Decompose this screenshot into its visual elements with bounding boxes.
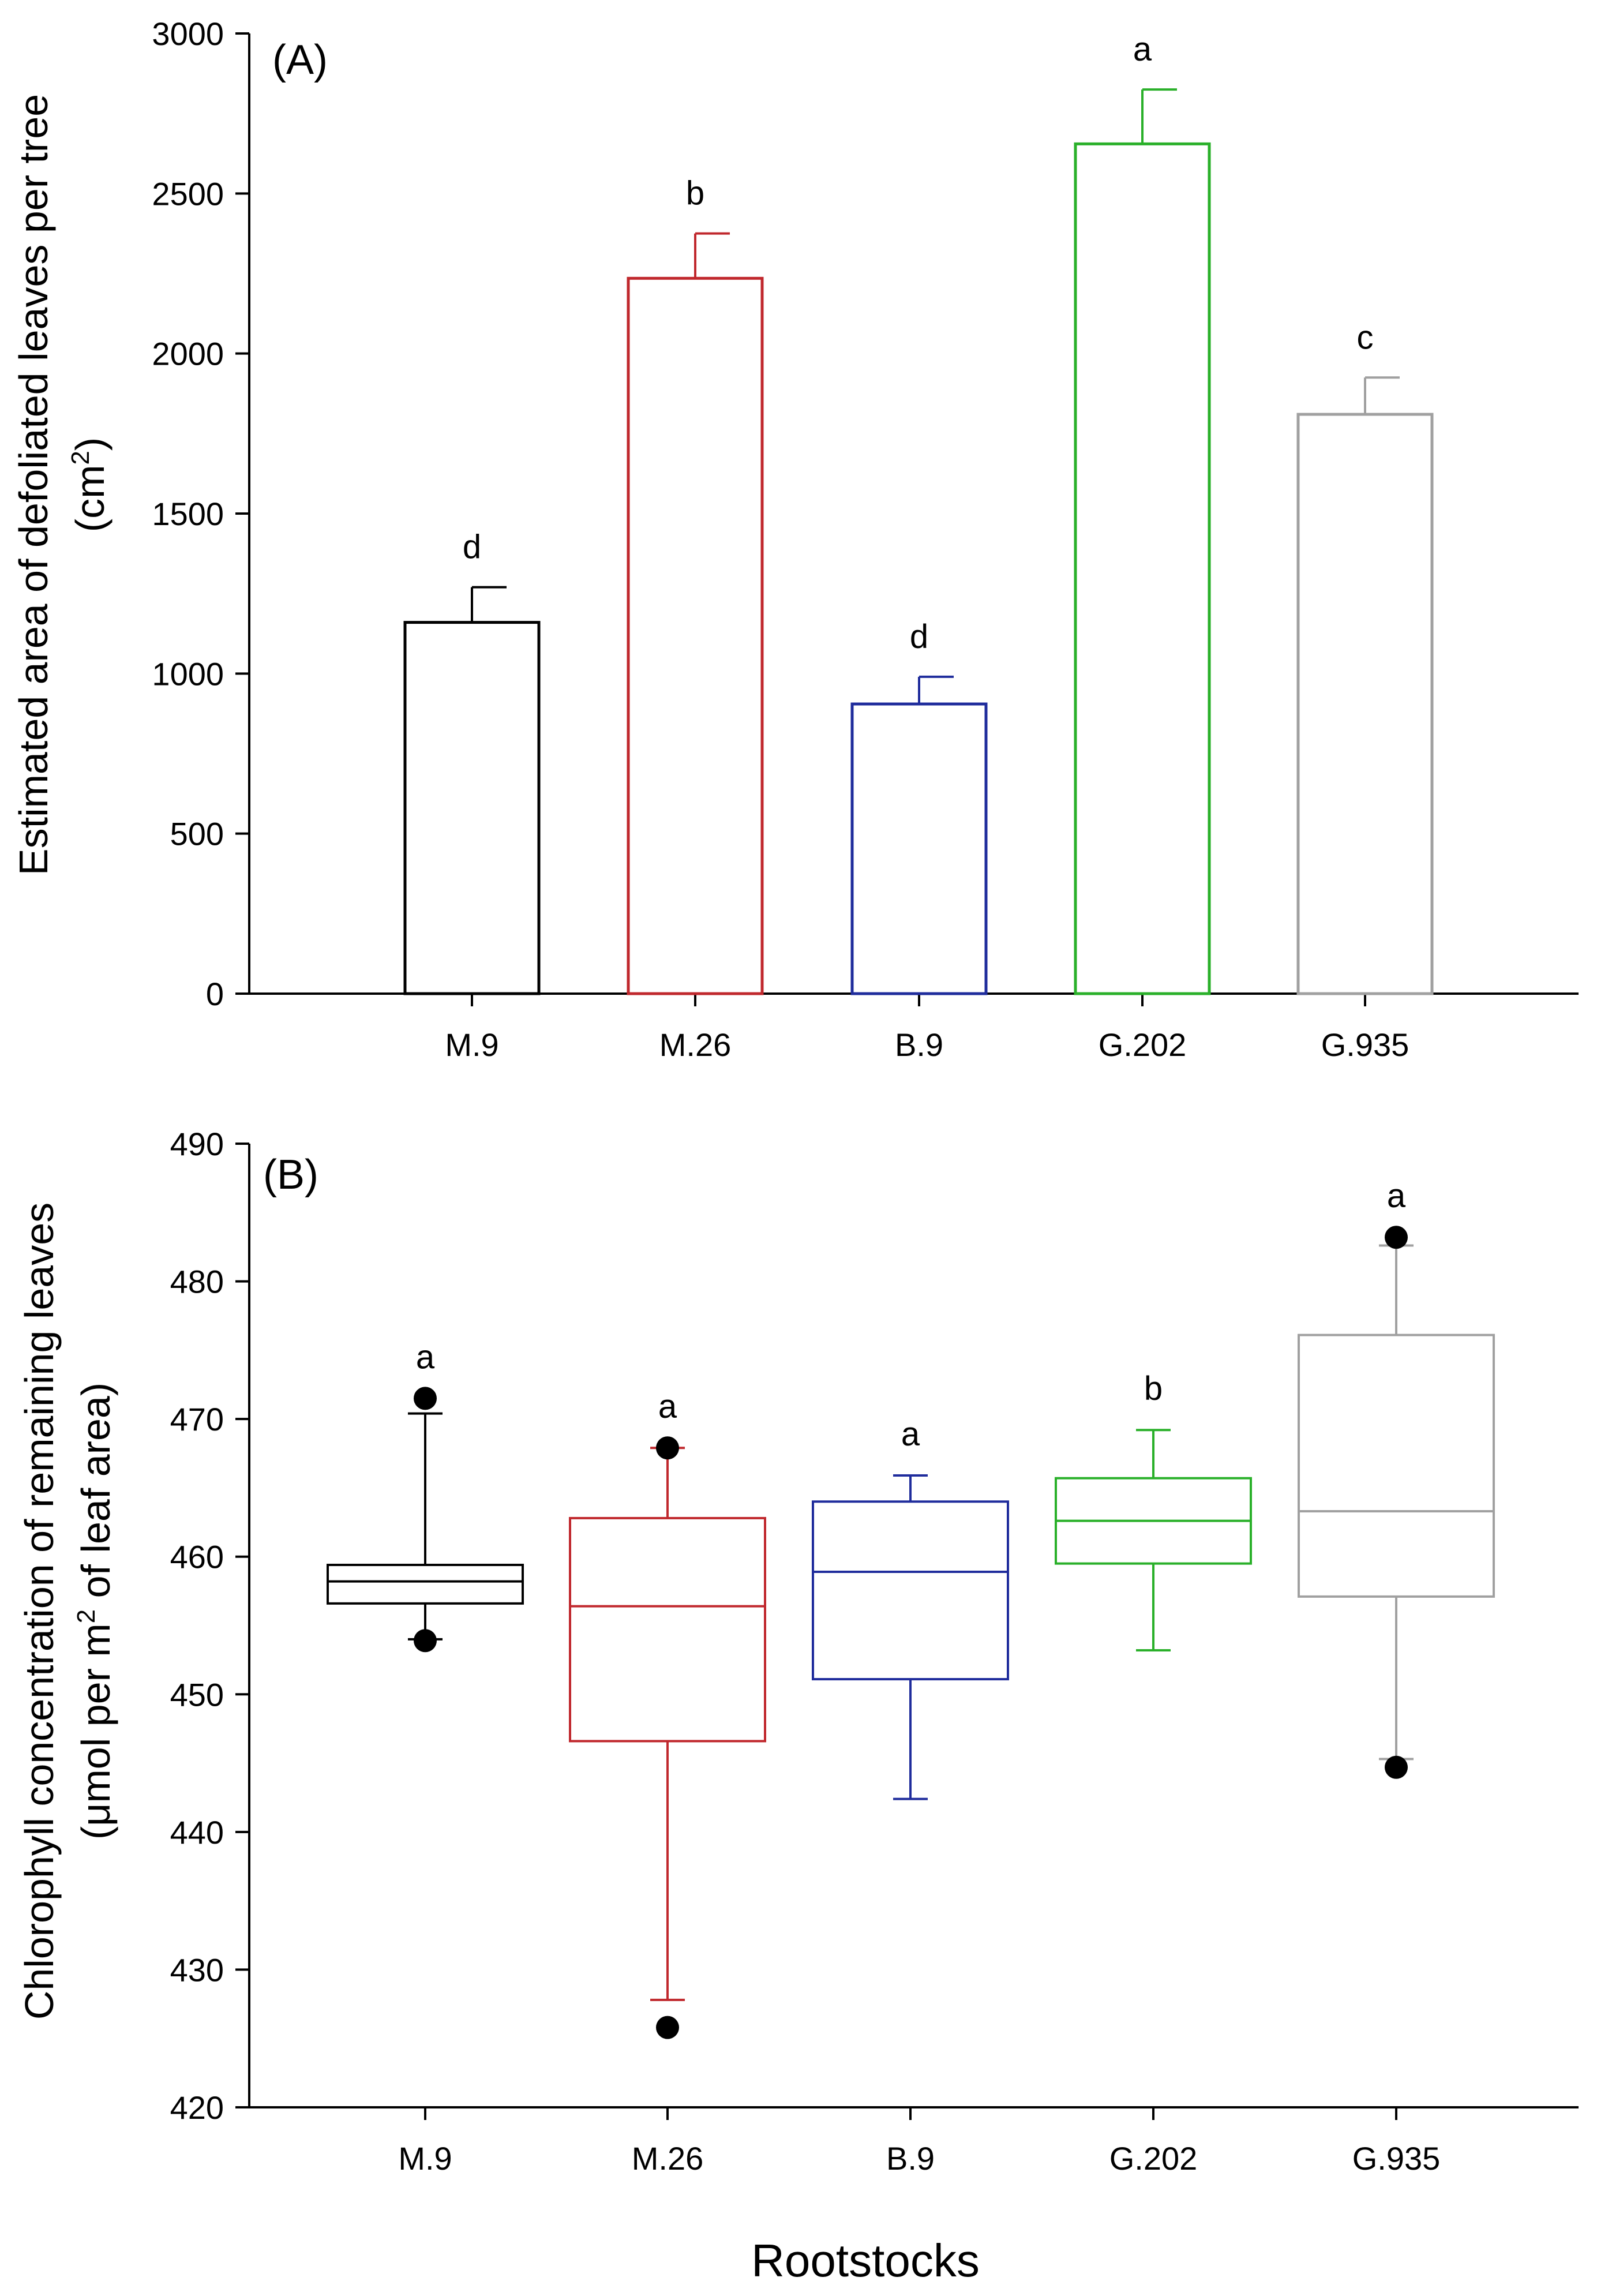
- bar-significance-label: c: [1357, 319, 1374, 356]
- panel-a-y-tick-label: 2000: [152, 336, 224, 372]
- bar: [403, 621, 541, 995]
- panel-a-x-tick-label: M.9: [445, 1027, 498, 1063]
- box-significance-label: a: [416, 1338, 435, 1376]
- box-outlier-point: [414, 1387, 437, 1410]
- panel-b-x-tick-label: G.935: [1352, 2140, 1441, 2177]
- panel-a-y-axis-title: Estimated area of defoliated leaves per …: [11, 94, 56, 875]
- panel-b-y-tick-label: 440: [170, 1814, 224, 1851]
- panel-b-y-tick-label: 450: [170, 1676, 224, 1713]
- panel-b-marks: a a a b a: [327, 1177, 1495, 2039]
- panel-a-y-tick-label: 500: [170, 816, 224, 852]
- panel-a-y-tick-label: 0: [206, 976, 224, 1012]
- box-outlier-point: [656, 2016, 679, 2039]
- panel-a-bar-chart: 0 500 1000 1500 2000 2500 3000 M.9 M.26 B.9 G.202 G…: [11, 16, 1579, 1063]
- panel-a-x-tick-label: M.26: [659, 1027, 732, 1063]
- panel-a-label: (A): [272, 37, 328, 83]
- box-outlier-point: [656, 1436, 679, 1460]
- panel-a-y-tick-label: 1000: [152, 656, 224, 692]
- panel-a-x-tick-label: G.935: [1321, 1027, 1409, 1063]
- panel-b-axes: 420 430 440 450 460 470 480 490 M.9 M.26 B.9 G.202 G…: [170, 1126, 1579, 2177]
- panel-a-x-tick-label: B.9: [895, 1027, 943, 1063]
- panel-b-label: (B): [263, 1152, 318, 1198]
- bar-significance-label: b: [686, 175, 704, 212]
- x-axis-title: Rootstocks: [751, 2235, 980, 2286]
- bar-significance-label: d: [910, 618, 928, 656]
- panel-b-x-tick-label: M.9: [398, 2140, 452, 2177]
- panel-a-axes: 0 500 1000 1500 2000 2500 3000 M.9 M.26 B.9 G.202 G…: [152, 16, 1579, 1063]
- box: [569, 1516, 766, 1743]
- panel-b-y-axis-title: Chlorophyll concentration of remaining l…: [17, 1203, 62, 2020]
- panel-b-x-tick-label: B.9: [886, 2140, 935, 2177]
- box-significance-label: a: [901, 1415, 920, 1453]
- box-outlier-point: [1385, 1755, 1408, 1779]
- bar: [1074, 142, 1211, 995]
- panel-a-marks: d b d a c: [403, 31, 1434, 995]
- panel-b-y-tick-label: 430: [170, 1952, 224, 1988]
- box-significance-label: a: [658, 1388, 677, 1425]
- box: [812, 1500, 1009, 1681]
- box: [327, 1564, 524, 1605]
- panel-b-y-tick-label: 460: [170, 1539, 224, 1575]
- panel-b-y-axis-unit: (μmol per m2 of leaf area): [72, 1383, 118, 1840]
- panel-b-x-tick-label: G.202: [1109, 2140, 1198, 2177]
- bar: [850, 702, 988, 995]
- bar: [627, 276, 764, 995]
- panel-b-y-tick-label: 420: [170, 2089, 224, 2126]
- panel-a-x-tick-label: G.202: [1099, 1027, 1187, 1063]
- panel-a-y-tick-label: 3000: [152, 16, 224, 52]
- panel-b-y-tick-label: 480: [170, 1264, 224, 1300]
- panel-b-y-tick-label: 490: [170, 1126, 224, 1162]
- panel-a-y-axis-unit: (cm2): [66, 437, 113, 532]
- box-significance-label: a: [1387, 1177, 1406, 1215]
- box-outlier-point: [414, 1629, 437, 1653]
- panel-b-x-tick-label: M.26: [632, 2140, 704, 2177]
- box: [1298, 1334, 1495, 1598]
- panel-a-y-tick-label: 2500: [152, 175, 224, 212]
- box-significance-label: b: [1144, 1370, 1163, 1407]
- panel-a-y-tick-label: 1500: [152, 496, 224, 532]
- bar-significance-label: d: [463, 529, 481, 566]
- panel-b-box-plot: 420 430 440 450 460 470 480 490 M.9 M.26 B.9 G.202 G…: [17, 1126, 1579, 2177]
- box-outlier-point: [1385, 1226, 1408, 1249]
- bar: [1296, 413, 1434, 995]
- panel-b-y-tick-label: 470: [170, 1401, 224, 1437]
- bar-significance-label: a: [1133, 31, 1152, 68]
